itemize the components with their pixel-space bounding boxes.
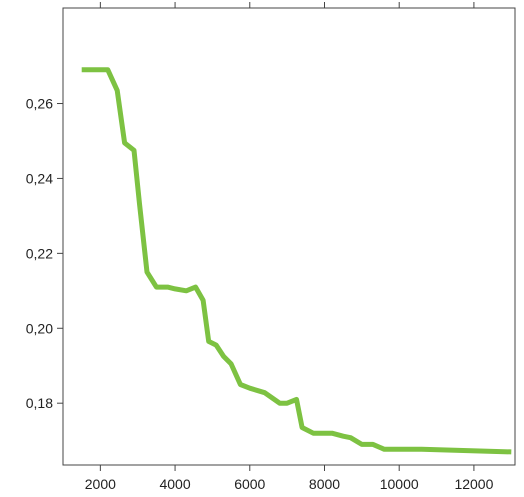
x-axis-ticks: 2000 4000 6000 8000 10000 12000	[85, 2, 494, 492]
x-tick-label: 4000	[159, 476, 190, 492]
x-tick-label: 8000	[309, 476, 340, 492]
y-tick-label: 0,18	[26, 395, 53, 411]
y-tick-label: 0,22	[26, 245, 53, 261]
x-tick-label: 10000	[380, 476, 419, 492]
y-tick-label: 0,26	[26, 96, 53, 112]
x-tick-label: 6000	[234, 476, 265, 492]
x-tick-label: 12000	[454, 476, 493, 492]
axes	[62, 7, 516, 466]
y-axis-ticks: 0,18 0,20 0,22 0,24 0,26	[26, 96, 63, 411]
plot-frame	[62, 7, 516, 466]
y-tick-label: 0,20	[26, 320, 53, 336]
series-line-0	[81, 67, 512, 455]
y-tick-label: 0,24	[26, 170, 53, 186]
x-tick-label: 2000	[85, 476, 116, 492]
series-group	[81, 67, 512, 455]
